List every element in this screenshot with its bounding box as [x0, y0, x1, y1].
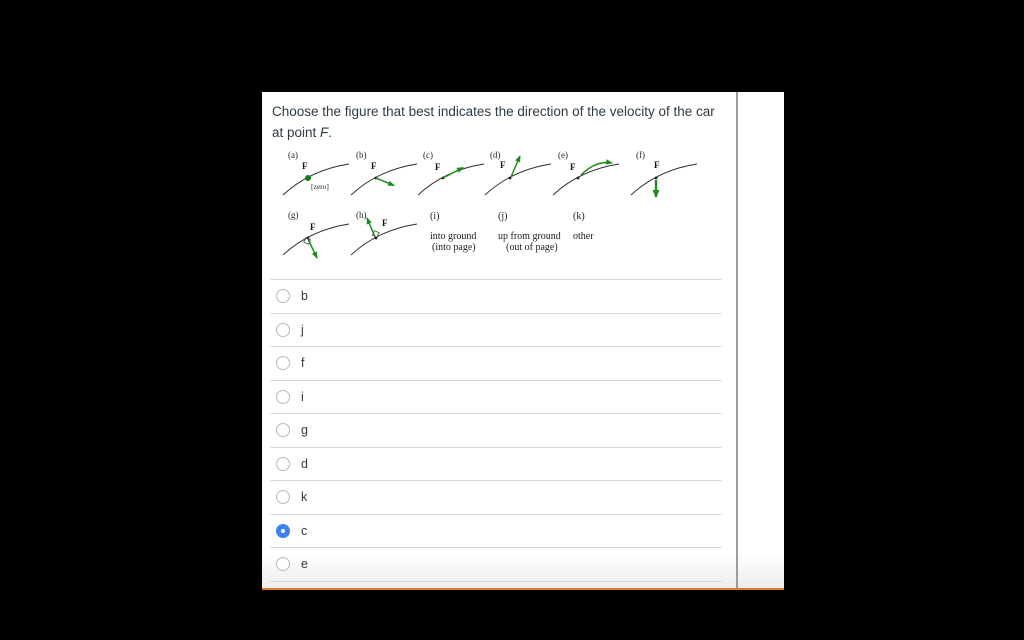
- figure-k-text: other: [573, 231, 594, 242]
- velocity-arrow-icon: [375, 177, 395, 187]
- figure-j-text: up from ground: [498, 231, 561, 242]
- radio-button[interactable]: [276, 289, 290, 304]
- road-curve: [350, 163, 418, 196]
- radio-button[interactable]: [276, 557, 290, 572]
- figure-e: (e) F: [552, 150, 620, 196]
- figure-h: (h) F: [350, 210, 418, 256]
- answer-label: b: [301, 289, 308, 304]
- figure-a: (a) F [zero]: [282, 150, 350, 196]
- road-curve: [484, 163, 552, 196]
- velocity-arrow-icon: [580, 159, 613, 176]
- figure-e-label: (e): [558, 150, 568, 160]
- figure-i-subtext: (into page): [432, 242, 476, 253]
- answer-row-f[interactable]: f: [270, 346, 722, 380]
- point-F-label: F: [371, 161, 377, 171]
- answer-row-g[interactable]: g: [270, 413, 722, 447]
- radio-button[interactable]: [276, 356, 290, 371]
- figure-c: (c) F: [417, 150, 485, 196]
- figure-b-label: (b): [356, 150, 367, 160]
- figure-d: (d) F: [484, 150, 552, 196]
- answer-label: g: [301, 423, 308, 438]
- radio-button[interactable]: [276, 322, 290, 337]
- quiz-question-panel: Choose the figure that best indicates th…: [262, 92, 784, 590]
- panel-right-divider: [736, 92, 784, 588]
- point-F-label: F: [435, 162, 441, 172]
- answer-label: k: [301, 490, 308, 505]
- velocity-arrow-icon: [366, 217, 376, 238]
- figure-i-label: (i): [430, 211, 440, 222]
- figure-i-text: into ground: [430, 231, 477, 242]
- zero-note: [zero]: [311, 182, 329, 191]
- point-F-label: F: [654, 160, 660, 170]
- answer-row-k[interactable]: k: [270, 480, 722, 514]
- point-F-dot: [508, 176, 512, 180]
- point-F-dot: [654, 176, 658, 180]
- answer-row-j[interactable]: j: [270, 312, 722, 347]
- answer-row-c[interactable]: c: [270, 513, 722, 548]
- point-F-label: F: [302, 161, 308, 171]
- road-curve: [350, 223, 418, 256]
- figure-h-label: (h): [356, 210, 367, 220]
- answer-row-e[interactable]: e: [270, 547, 722, 581]
- figure-g: (g) F: [282, 210, 350, 259]
- velocity-arrow-icon: [307, 238, 318, 259]
- answer-label: j: [301, 322, 304, 337]
- road-curve: [417, 163, 485, 196]
- radio-button-selected[interactable]: [276, 523, 290, 538]
- figure-d-label: (d): [490, 150, 501, 160]
- figure-k: (k) other: [573, 211, 594, 242]
- point-F-label: F: [310, 222, 316, 232]
- road-curve: [630, 163, 698, 196]
- point-F-label: F: [500, 160, 506, 170]
- point-F-label: F: [570, 162, 576, 172]
- question-text-main: Choose the figure that best indicates th…: [272, 104, 715, 140]
- answer-options-list: b j f i g d k c: [270, 279, 722, 582]
- answer-row-b[interactable]: b: [270, 279, 722, 313]
- figure-j: (j) up from ground (out of page): [498, 211, 561, 253]
- answer-row-i[interactable]: i: [270, 379, 722, 414]
- question-text-suffix: .: [328, 125, 333, 140]
- answer-label: c: [301, 523, 308, 538]
- point-F-dot: [576, 176, 580, 180]
- figure-g-label: (g): [288, 210, 299, 220]
- figure-i: (i) into ground (into page): [430, 211, 476, 253]
- figure-k-label: (k): [573, 211, 585, 222]
- answer-label: f: [301, 356, 305, 371]
- answer-label: e: [301, 557, 308, 572]
- velocity-arrow-icon: [442, 166, 464, 179]
- radio-button[interactable]: [276, 490, 290, 505]
- figure-j-label: (j): [498, 211, 508, 222]
- radio-button[interactable]: [276, 423, 290, 438]
- figure-b: (b) F: [350, 150, 418, 196]
- road-curve: [282, 163, 350, 196]
- road-curve: [282, 223, 350, 256]
- velocity-arrow-icon: [510, 155, 521, 178]
- answer-label: i: [301, 389, 304, 404]
- figure-c-label: (c): [423, 150, 433, 160]
- radio-button[interactable]: [276, 456, 290, 471]
- figure-f: (f) F: [630, 150, 698, 198]
- question-text: Choose the figure that best indicates th…: [272, 101, 724, 143]
- figure-j-subtext: (out of page): [506, 242, 558, 253]
- radio-button[interactable]: [276, 389, 290, 404]
- question-variable-F: F: [320, 125, 329, 140]
- answer-label: d: [301, 456, 308, 471]
- figure-a-label: (a): [288, 150, 298, 160]
- zero-velocity-dot: [305, 175, 311, 181]
- road-curve: [552, 163, 620, 196]
- point-F-label: F: [382, 218, 388, 228]
- figure-f-label: (f): [636, 150, 645, 160]
- answer-row-d[interactable]: d: [270, 446, 722, 481]
